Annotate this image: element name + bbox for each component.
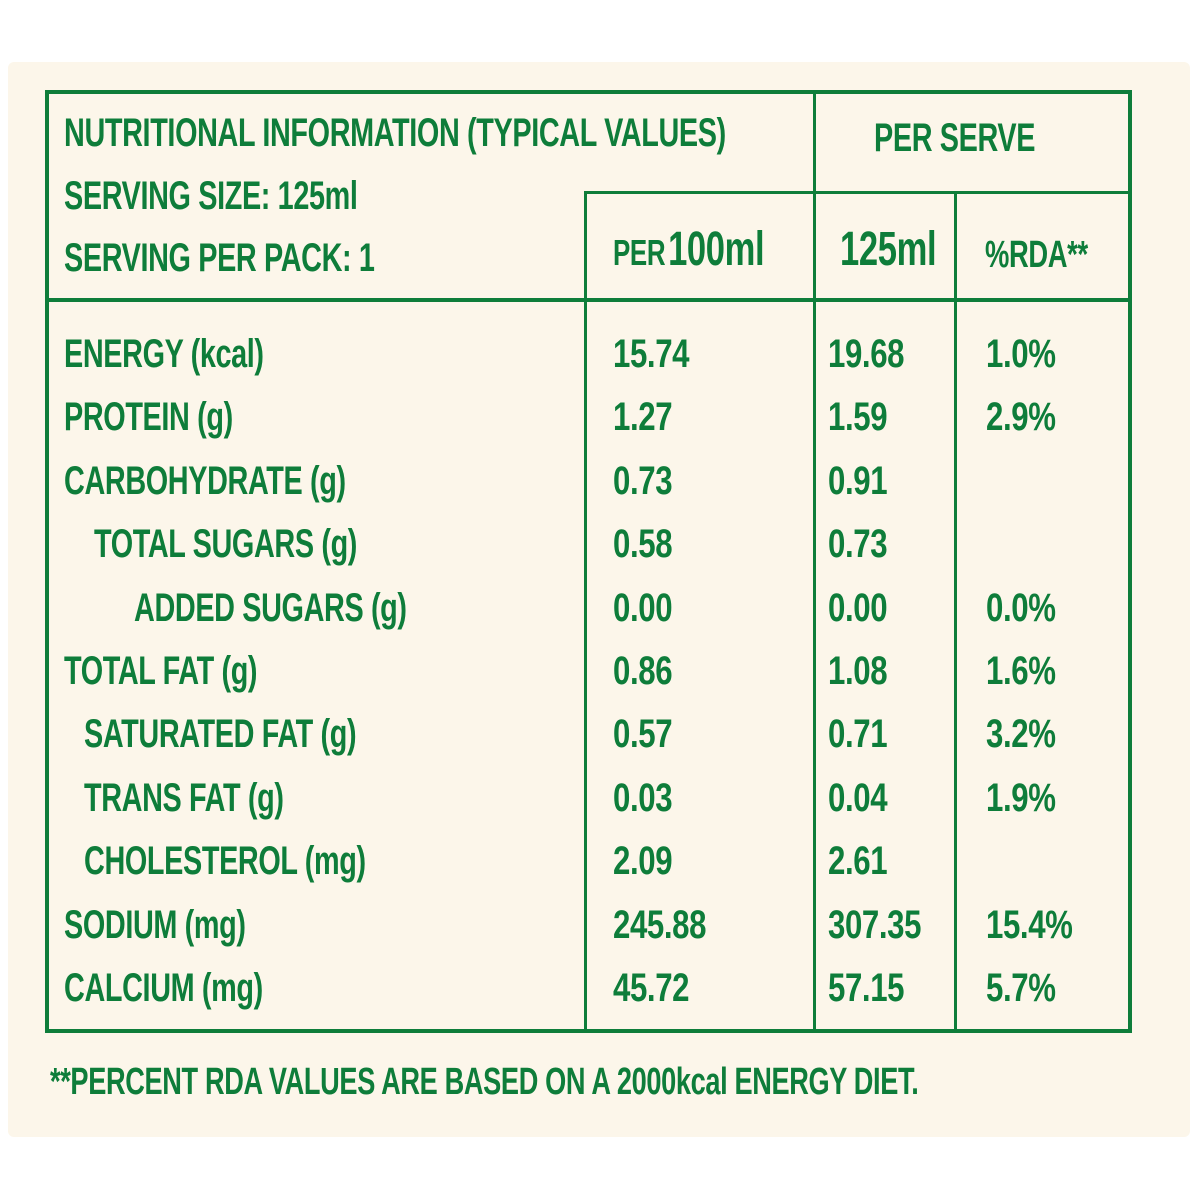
divider-subheader-top bbox=[584, 191, 1132, 194]
per-serve-value: 0.73 bbox=[828, 522, 888, 567]
nutrient-label: PROTEIN (g) bbox=[64, 395, 233, 440]
per-100ml-value: 0.00 bbox=[613, 585, 673, 630]
rda-value: 0.0% bbox=[986, 585, 1056, 630]
per-serve-value: 307.35 bbox=[828, 902, 922, 947]
nutrient-label: CALCIUM (mg) bbox=[64, 966, 263, 1010]
divider-per-serve-left bbox=[813, 90, 816, 1033]
rda-value: 1.6% bbox=[986, 649, 1056, 693]
table-border-right bbox=[1128, 90, 1132, 1033]
per-100ml-value: 0.58 bbox=[613, 522, 673, 567]
per-100ml-prefix: PER bbox=[613, 232, 666, 273]
per-100ml-value: 45.72 bbox=[613, 966, 690, 1010]
per-100ml-value: 0.57 bbox=[613, 712, 673, 757]
per-serve-value: 19.68 bbox=[828, 332, 905, 376]
rda-value: 15.4% bbox=[986, 902, 1073, 947]
divider-header-bottom bbox=[45, 298, 1132, 302]
rda-value: 1.9% bbox=[986, 775, 1056, 820]
rda-footnote: **PERCENT RDA VALUES ARE BASED ON A 2000… bbox=[50, 1061, 919, 1103]
per-100ml-value: 0.86 bbox=[613, 649, 673, 693]
per-100ml-value: 0.03 bbox=[613, 775, 673, 820]
table-border-top bbox=[45, 90, 1132, 94]
per-100ml-value: 245.88 bbox=[613, 902, 707, 947]
per-serve-value: 0.04 bbox=[828, 775, 888, 820]
per-100ml-amount: 100ml bbox=[668, 223, 765, 276]
table-border-left bbox=[45, 90, 49, 1033]
per-serve-value: 57.15 bbox=[828, 966, 905, 1010]
nutrient-label: SODIUM (mg) bbox=[64, 902, 246, 947]
per-serve-value: 2.61 bbox=[828, 839, 888, 884]
nutrient-label: CARBOHYDRATE (g) bbox=[64, 458, 346, 503]
per-100ml-header: PER 100ml bbox=[613, 222, 765, 277]
rda-value: 5.7% bbox=[986, 966, 1056, 1010]
serving-per-pack: SERVING PER PACK: 1 bbox=[64, 236, 375, 280]
per-100ml-value: 15.74 bbox=[613, 332, 690, 376]
divider-rda-left bbox=[954, 193, 957, 1033]
per-100ml-value: 0.73 bbox=[613, 458, 673, 503]
per-serve-value: 0.91 bbox=[828, 458, 888, 503]
nutrient-label: TOTAL FAT (g) bbox=[64, 649, 258, 693]
nutrient-label: ENERGY (kcal) bbox=[64, 332, 264, 376]
rda-value: 2.9% bbox=[986, 395, 1056, 440]
label-background bbox=[8, 62, 1190, 1137]
divider-per100-left bbox=[584, 193, 587, 1033]
serving-size: SERVING SIZE: 125ml bbox=[64, 174, 358, 218]
table-border-bottom bbox=[45, 1029, 1132, 1033]
per-serve-value: 1.08 bbox=[828, 649, 888, 693]
nutrient-label: TOTAL SUGARS (g) bbox=[94, 522, 358, 567]
per-serve-header: PER SERVE bbox=[874, 116, 1036, 160]
nutrient-label: CHOLESTEROL (mg) bbox=[84, 839, 366, 884]
per-100ml-value: 2.09 bbox=[613, 839, 673, 884]
per-100ml-value: 1.27 bbox=[613, 395, 673, 440]
rda-value: 3.2% bbox=[986, 712, 1056, 757]
per-serve-value: 0.71 bbox=[828, 712, 888, 757]
per-serve-value: 0.00 bbox=[828, 585, 888, 630]
table-title: NUTRITIONAL INFORMATION (TYPICAL VALUES) bbox=[64, 111, 726, 155]
per-serve-amount-header: 125ml bbox=[840, 223, 937, 276]
nutrient-label: SATURATED FAT (g) bbox=[84, 712, 357, 757]
nutrient-label: ADDED SUGARS (g) bbox=[134, 585, 407, 630]
nutrient-label: TRANS FAT (g) bbox=[84, 775, 284, 820]
per-serve-value: 1.59 bbox=[828, 395, 888, 440]
rda-header: %RDA** bbox=[985, 234, 1088, 276]
rda-value: 1.0% bbox=[986, 332, 1056, 376]
